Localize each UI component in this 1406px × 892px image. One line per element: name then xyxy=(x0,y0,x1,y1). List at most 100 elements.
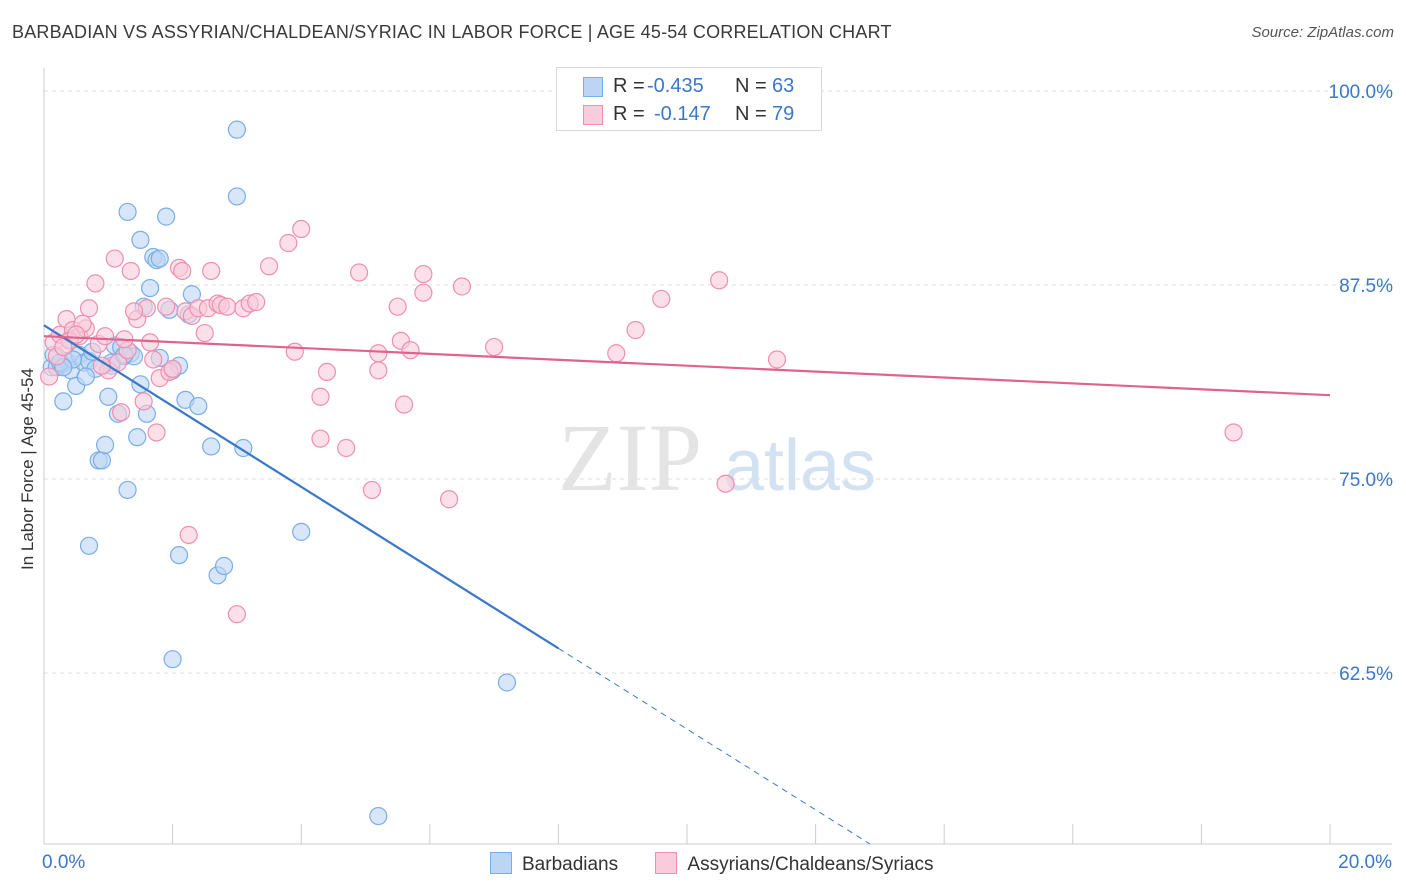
assyrian-point xyxy=(311,429,330,448)
barbadian-point xyxy=(99,387,118,406)
x-tick-min: 0.0% xyxy=(42,852,86,873)
assyrian-point xyxy=(227,605,246,624)
chart-title: BARBADIAN VS ASSYRIAN/CHALDEAN/SYRIAC IN… xyxy=(12,22,892,42)
r-value: -0.435 xyxy=(647,75,704,97)
barbadian-point xyxy=(163,650,182,669)
assyrian-point xyxy=(218,297,237,316)
barbadian-point xyxy=(497,673,517,692)
assyrian-point xyxy=(394,395,414,414)
watermark-zip: ZIP xyxy=(558,404,702,511)
assyrian-point xyxy=(202,261,221,281)
assyrian-point xyxy=(157,297,176,316)
barbadian-point xyxy=(227,120,246,139)
barbadian-point xyxy=(79,536,99,555)
assyrian-point xyxy=(79,299,99,318)
assyrian-point xyxy=(1224,423,1243,442)
barbadian-point xyxy=(118,480,137,500)
assyrian-point xyxy=(144,350,163,369)
assyrian-point xyxy=(285,342,304,361)
source-credit: Source: ZipAtlas.com xyxy=(1251,24,1394,41)
barbadian-point xyxy=(189,396,208,416)
watermark-atlas: atlas xyxy=(724,426,876,506)
assyrian-point xyxy=(292,219,311,239)
assyrian-point xyxy=(173,261,192,281)
barbadian-point xyxy=(92,451,111,470)
assyrian-point xyxy=(112,403,131,422)
barbadian-point xyxy=(214,556,234,576)
n-value: 63 xyxy=(772,75,795,97)
barbadian-point xyxy=(128,428,147,447)
assyrian-point xyxy=(349,263,369,282)
assyrian-point xyxy=(401,341,420,360)
barbadian-point xyxy=(169,546,189,565)
assyrian-point xyxy=(414,264,433,284)
assyrian-point xyxy=(311,387,330,406)
assyrian-point xyxy=(259,257,279,276)
assyrian-point xyxy=(95,327,115,346)
stats-box: R = -0.435 N = 63 R = -0.147 N = 79 xyxy=(556,67,822,131)
assyrian-point xyxy=(716,474,735,493)
assyrian-point xyxy=(163,359,182,378)
assyrian-point xyxy=(105,249,124,268)
assyrian-point xyxy=(362,480,382,500)
r-value: -0.147 xyxy=(654,103,711,125)
barbadian-point xyxy=(76,367,95,386)
y-tick-label: 75.0% xyxy=(1339,470,1393,491)
barbadian-point xyxy=(54,392,73,411)
assyrian-trend-line xyxy=(43,335,1331,397)
legend-item-assyrians[interactable]: Assyrians/Chaldeans/Syriacs xyxy=(655,852,933,876)
legend-swatch xyxy=(490,852,512,874)
assyrian-point xyxy=(439,490,459,509)
axes xyxy=(43,68,1392,845)
data-points xyxy=(40,120,1243,826)
assyrian-point xyxy=(388,297,407,316)
grid-lines xyxy=(44,90,1392,674)
barbadian-point xyxy=(131,230,150,250)
assyrian-point xyxy=(767,350,787,369)
barbadian-trend-line-extension xyxy=(558,647,871,845)
assyrian-point xyxy=(134,392,153,411)
y-tick-label: 100.0% xyxy=(1329,82,1394,103)
barbadian-point xyxy=(118,202,137,222)
assyrian-point xyxy=(124,302,144,321)
x-tick-max: 20.0% xyxy=(1338,852,1392,873)
barbadian-point xyxy=(292,522,311,541)
r-label: R = xyxy=(613,75,645,97)
assyrian-point xyxy=(652,289,671,309)
assyrian-point xyxy=(369,361,388,380)
assyrian-point xyxy=(485,337,504,357)
assyrian-point xyxy=(279,233,298,253)
barbadian-point xyxy=(95,435,115,454)
assyrian-point xyxy=(92,356,111,375)
assyrian-point xyxy=(626,320,645,340)
legend: Barbadians Assyrians/Chaldeans/Syriacs xyxy=(490,852,965,876)
assyrian-point xyxy=(414,283,433,302)
assyrian-point xyxy=(247,292,266,312)
legend-swatch xyxy=(655,852,678,874)
assyrian-point xyxy=(147,423,166,442)
assyrian-point xyxy=(607,344,626,363)
n-value: 79 xyxy=(772,103,795,125)
n-label: N = xyxy=(735,75,767,97)
legend-item-barbadians[interactable]: Barbadians xyxy=(490,852,618,876)
n-label: N = xyxy=(735,103,767,125)
barbadian-trend-line xyxy=(43,324,559,650)
barbadian-point xyxy=(157,207,176,226)
assyrian-point xyxy=(337,438,356,458)
assyrian-point xyxy=(452,277,472,296)
y-tick-labels: 100.0% 87.5% 75.0% 62.5% xyxy=(1329,82,1394,685)
assyrian-point xyxy=(40,367,59,386)
trend-lines xyxy=(43,324,1331,845)
series-swatch xyxy=(583,77,603,97)
assyrian-point xyxy=(369,344,388,363)
legend-label: Assyrians/Chaldeans/Syriacs xyxy=(687,854,934,875)
series-swatch xyxy=(583,105,603,125)
assyrian-point xyxy=(179,525,198,545)
assyrian-point xyxy=(317,362,337,382)
assyrian-point xyxy=(195,323,214,343)
legend-label: Barbadians xyxy=(522,854,619,875)
stats-row-barbadians: R = -0.435 N = 63 xyxy=(557,72,821,100)
y-tick-label: 87.5% xyxy=(1339,276,1393,297)
barbadian-point xyxy=(140,278,160,298)
r-label: R = xyxy=(613,103,645,125)
